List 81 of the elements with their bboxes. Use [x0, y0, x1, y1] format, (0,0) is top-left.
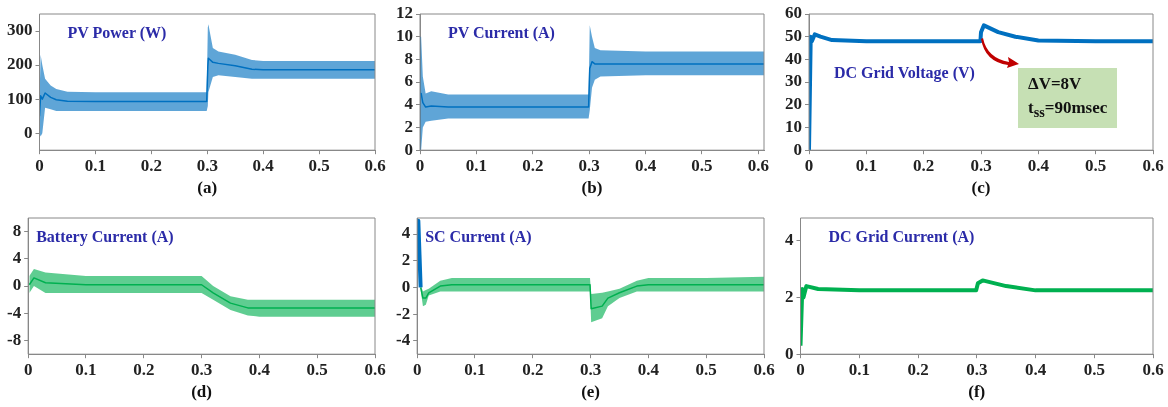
x-tick-label: 0.2 — [140, 155, 162, 175]
x-tick-label: 0.1 — [75, 359, 97, 379]
y-tick-label: 2 — [785, 286, 794, 306]
x-tick-label: 0.3 — [578, 155, 600, 175]
y-tick-label: 12 — [396, 3, 413, 23]
x-tick-label: 0.1 — [464, 359, 486, 379]
text: PV Current (A) — [448, 24, 555, 43]
y-tick-label: 0 — [785, 343, 794, 363]
y-tick-label: -4 — [6, 302, 22, 322]
text: DC Grid Voltage (V) — [834, 64, 975, 83]
x-tick-label: 0.4 — [1027, 155, 1050, 175]
x-tick-label: 0.4 — [637, 359, 660, 379]
x-tick-label: 0.5 — [1085, 155, 1107, 175]
x-tick-label: 0.1 — [848, 359, 870, 379]
y-tick-label: 100 — [7, 88, 33, 108]
y-tick-label: 40 — [785, 48, 802, 68]
x-axis-title: (f) — [968, 382, 986, 402]
text: DC Grid Current (A) — [828, 228, 975, 247]
x-tick-label: 0.6 — [753, 359, 775, 379]
text: SC Current (A) — [425, 228, 532, 247]
y-tick-label: 8 — [404, 48, 413, 68]
annotation: t$_{ss}$=90msec — [1028, 97, 1108, 123]
x-tick-label: 0.4 — [634, 155, 657, 175]
y-tick-label: 0 — [24, 122, 33, 142]
x-tick-label: 0.4 — [248, 359, 271, 379]
y-tick-label: 200 — [7, 54, 33, 74]
y-tick-label: 2 — [404, 116, 413, 136]
y-tick-label: 4 — [785, 230, 794, 250]
x-tick-label: 0.5 — [691, 155, 713, 175]
x-axis-title: (a) — [197, 178, 218, 198]
x-tick-label: 0.1 — [465, 155, 488, 175]
y-tick-label: 4 — [404, 94, 414, 114]
y-tick-label: 6 — [404, 71, 413, 91]
y-tick-label: 4 — [12, 248, 22, 268]
y-tick-label: 0 — [401, 276, 411, 296]
x-tick-label: 0.6 — [364, 155, 386, 175]
x-tick-label: 0.4 — [252, 155, 275, 175]
y-tick-label: 10 — [396, 26, 413, 46]
y-tick-label: -2 — [395, 303, 411, 323]
y-tick-label: 30 — [785, 71, 802, 91]
x-tick-label: 0.6 — [364, 359, 386, 379]
x-tick-label: 0.6 — [747, 155, 769, 175]
x-tick-label: 0.3 — [966, 359, 988, 379]
y-tick-label: -4 — [395, 330, 411, 350]
y-tick-label: 8 — [12, 221, 22, 241]
x-tick-label: 0.3 — [190, 359, 213, 379]
x-tick-label: 0.2 — [522, 155, 544, 175]
y-tick-label: 50 — [785, 26, 802, 46]
x-axis-title: (b) — [581, 178, 603, 198]
x-axis-title: (e) — [581, 382, 601, 402]
x-tick-label: 0.1 — [855, 155, 877, 175]
text: PV Power (W) — [67, 24, 167, 43]
x-tick-label: 0.3 — [579, 359, 602, 379]
x-tick-label: 0.5 — [695, 359, 717, 379]
x-tick-label: 0.2 — [522, 359, 544, 379]
x-tick-label: 0.5 — [308, 155, 330, 175]
x-tick-label: 0.5 — [306, 359, 328, 379]
x-tick-label: 0.1 — [84, 155, 107, 175]
y-tick-label: -8 — [6, 329, 22, 349]
y-tick-label: 0 — [793, 139, 802, 159]
x-tick-label: 0.5 — [1083, 359, 1105, 379]
x-axis-title: (d) — [191, 382, 212, 402]
annotation: ΔV=8V — [1028, 73, 1083, 95]
x-tick-label: 0.4 — [1024, 359, 1047, 379]
y-tick-label: 10 — [785, 116, 802, 136]
x-tick-label: 0.2 — [907, 359, 929, 379]
x-tick-label: 0.2 — [133, 359, 155, 379]
y-tick-label: 60 — [785, 3, 802, 23]
y-tick-label: 2 — [401, 250, 411, 270]
x-axis-title: (c) — [971, 178, 991, 198]
y-tick-label: 0 — [404, 139, 413, 159]
x-tick-label: 0.6 — [1142, 359, 1164, 379]
y-tick-label: 0 — [12, 275, 22, 295]
x-tick-label: 0.2 — [913, 155, 935, 175]
y-tick-label: 300 — [7, 20, 33, 40]
x-tick-label: 0.3 — [196, 155, 218, 175]
x-tick-label: 0.3 — [970, 155, 992, 175]
y-tick-label: 4 — [401, 223, 411, 243]
y-tick-label: 20 — [785, 94, 802, 114]
text: Battery Current (A) — [36, 228, 174, 247]
x-tick-label: 0.6 — [1142, 155, 1164, 175]
